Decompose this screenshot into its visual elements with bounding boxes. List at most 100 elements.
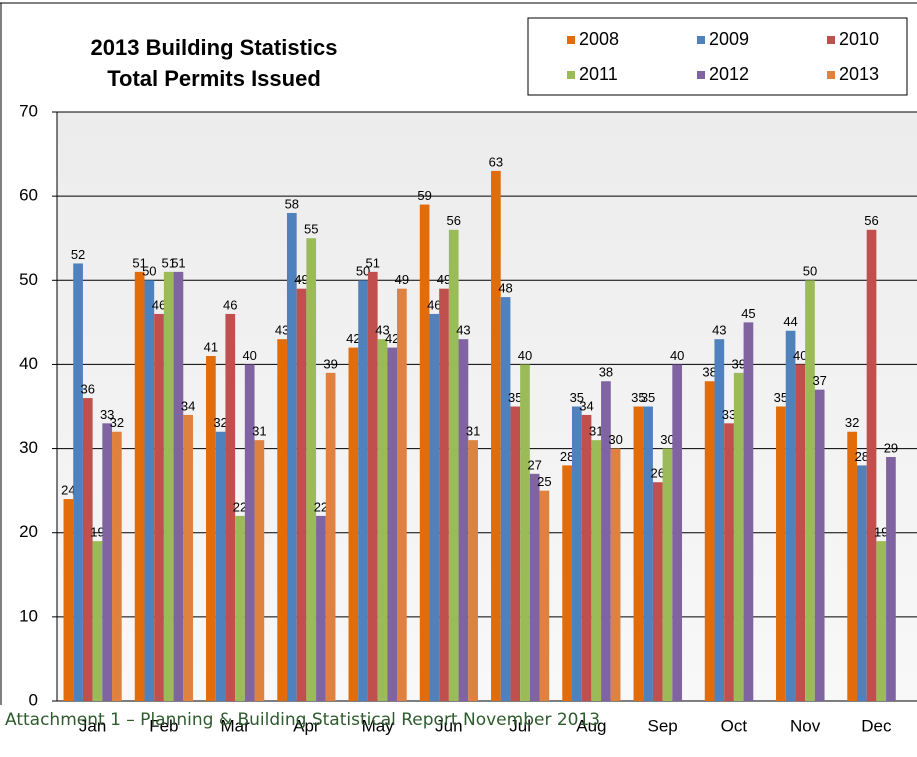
- data-label: 38: [599, 365, 613, 380]
- plot-area: [57, 112, 917, 701]
- bar: [429, 313, 440, 701]
- y-tick-label: 10: [19, 606, 38, 625]
- data-label: 34: [579, 398, 593, 413]
- data-label: 24: [61, 482, 75, 497]
- bar: [244, 364, 255, 701]
- data-label: 39: [731, 356, 745, 371]
- data-label: 32: [110, 415, 124, 430]
- data-label: 39: [323, 356, 337, 371]
- data-label: 52: [71, 247, 85, 262]
- data-label: 50: [803, 264, 817, 279]
- bar: [286, 212, 297, 701]
- data-label: 31: [589, 424, 603, 439]
- footer: Attachment 1 – Planning & Building Stati…: [5, 710, 600, 730]
- legend-label: 2008: [579, 29, 619, 49]
- bar: [500, 297, 511, 701]
- data-label: 30: [660, 432, 674, 447]
- bar: [785, 330, 796, 701]
- data-label: 28: [855, 449, 869, 464]
- legend-swatch: [697, 36, 705, 44]
- bar: [397, 288, 407, 701]
- data-label: 42: [346, 331, 360, 346]
- bar: [367, 271, 378, 701]
- data-label: 34: [181, 398, 195, 413]
- data-label: 55: [304, 222, 318, 237]
- bar: [82, 398, 93, 701]
- data-label: 43: [375, 323, 389, 338]
- x-tick-label: Aug: [576, 716, 606, 735]
- bar: [733, 372, 744, 701]
- bar: [633, 406, 644, 701]
- x-tick-label: Jun: [435, 716, 462, 735]
- bar: [102, 423, 113, 701]
- bar: [704, 381, 715, 701]
- legend-box: [527, 17, 908, 96]
- data-label: 56: [446, 213, 460, 228]
- data-label: 22: [233, 499, 247, 514]
- data-label: 26: [651, 466, 665, 481]
- bar: [610, 448, 621, 701]
- bar: [92, 541, 103, 701]
- data-label: 41: [204, 339, 218, 354]
- x-tick-label: Sep: [648, 716, 678, 735]
- bar: [601, 381, 611, 701]
- y-tick-label: 40: [19, 354, 38, 373]
- data-label: 27: [527, 457, 541, 472]
- data-label: 19: [874, 525, 888, 540]
- data-label: 56: [864, 213, 878, 228]
- bar: [662, 448, 673, 701]
- bar: [348, 347, 359, 701]
- data-label: 49: [294, 272, 308, 287]
- x-tick-label: May: [362, 716, 395, 735]
- data-label: 25: [537, 474, 551, 489]
- bar: [134, 271, 145, 701]
- bar: [215, 431, 226, 701]
- y-tick-label: 30: [19, 438, 38, 457]
- x-tick-label: Apr: [293, 716, 320, 735]
- bar: [468, 440, 478, 701]
- data-label: 32: [845, 415, 859, 430]
- data-label: 40: [793, 348, 807, 363]
- data-label: 48: [498, 281, 512, 296]
- legend-label: 2011: [579, 64, 618, 84]
- bar: [562, 465, 572, 701]
- data-label: 40: [518, 348, 532, 363]
- bar: [235, 515, 245, 701]
- data-label: 51: [161, 255, 175, 270]
- x-tick-label: Jul: [509, 716, 531, 735]
- bar: [419, 204, 430, 702]
- bar: [643, 406, 653, 701]
- data-label: 30: [608, 432, 622, 447]
- data-label: 22: [314, 499, 328, 514]
- bar: [724, 423, 734, 701]
- bar: [886, 456, 896, 701]
- data-label: 38: [702, 365, 716, 380]
- x-tick-label: Oct: [721, 716, 748, 735]
- chart-title: 2013 Building Statistics: [91, 35, 338, 60]
- y-tick-label: 0: [29, 690, 38, 709]
- data-label: 44: [783, 314, 797, 329]
- data-label: 43: [456, 323, 470, 338]
- data-label: 59: [417, 188, 431, 203]
- bar: [795, 364, 806, 701]
- data-label: 32: [213, 415, 227, 430]
- x-tick-label: Jan: [79, 716, 106, 735]
- legend-label: 2009: [709, 29, 749, 49]
- data-label: 40: [242, 348, 256, 363]
- data-label: 46: [152, 297, 166, 312]
- bar: [876, 541, 887, 701]
- bar: [805, 280, 815, 701]
- data-label: 49: [437, 272, 451, 287]
- bar: [63, 499, 74, 701]
- bar: [866, 229, 877, 702]
- bar: [163, 271, 174, 701]
- bar: [510, 406, 521, 701]
- data-label: 50: [356, 264, 370, 279]
- y-tick-label: 70: [19, 101, 38, 120]
- data-label: 31: [252, 424, 266, 439]
- data-label: 43: [275, 323, 289, 338]
- bar: [358, 280, 368, 701]
- y-tick-label: 50: [19, 270, 38, 289]
- bar: [847, 431, 857, 701]
